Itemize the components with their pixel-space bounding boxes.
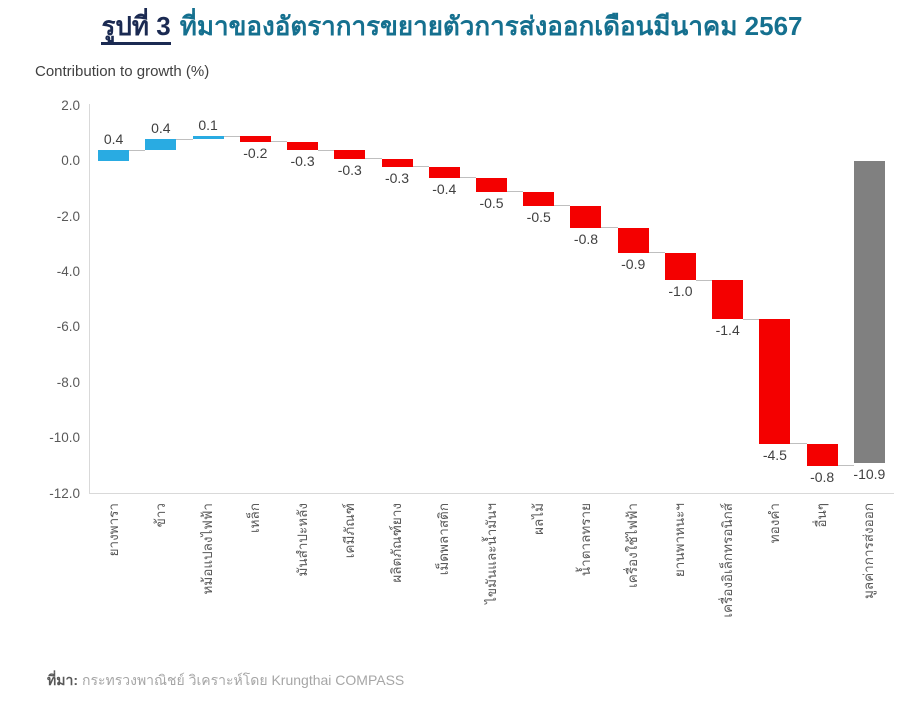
connector-line xyxy=(176,138,193,140)
bar-value-label: -0.5 xyxy=(526,208,551,225)
y-axis-tick-label: 0.0 xyxy=(61,153,80,169)
connector-line xyxy=(459,177,476,179)
x-axis-label: ผลิตภัณฑ์ยาง xyxy=(389,503,405,583)
y-axis-tick-label: -10.0 xyxy=(49,430,80,446)
x-axis-label: ยางพารา xyxy=(105,503,121,557)
connector-line xyxy=(648,252,665,254)
x-axis-label: เครื่องใช้ไฟฟ้า xyxy=(625,503,641,588)
x-axis-label: เม็ดพลาสติก xyxy=(436,503,452,576)
bar-15 xyxy=(759,319,791,444)
connector-line xyxy=(507,191,524,193)
bar-8 xyxy=(428,166,460,178)
bar-6 xyxy=(334,150,366,159)
figure-title: รูปที่ 3 ที่มาของอัตราการขยายตัวการส่งออก… xyxy=(0,6,904,47)
bar-4 xyxy=(239,136,271,142)
bar-value-label: -0.5 xyxy=(479,194,504,211)
y-axis-tick-label: -4.0 xyxy=(56,264,80,280)
bar-3 xyxy=(192,136,224,140)
bar-7 xyxy=(381,158,413,167)
bar-value-label: 0.1 xyxy=(198,117,218,134)
y-axis-tick-label: -8.0 xyxy=(56,374,80,390)
connector-line xyxy=(223,135,240,137)
y-axis-title: Contribution to growth (%) xyxy=(35,63,210,80)
figure-title-text: ที่มาของอัตราการขยายตัวการส่งออกเดือนมีน… xyxy=(179,11,803,41)
x-axis-label: ทองคำ xyxy=(766,503,782,544)
bar-12 xyxy=(617,227,649,253)
y-axis-tick-label: 2.0 xyxy=(61,98,80,113)
bar-value-label: -0.4 xyxy=(432,180,457,197)
x-axis-label: มันสำปะหลัง xyxy=(294,503,310,577)
x-axis-label: ข้าว xyxy=(152,503,168,528)
y-axis-tick-label: -2.0 xyxy=(56,208,80,224)
x-axis-label: ผลไม้ xyxy=(530,503,546,535)
y-axis-line xyxy=(89,104,90,494)
x-axis-label: น้ำตาลทราย xyxy=(577,503,593,577)
bar-value-label: -4.5 xyxy=(762,446,787,463)
bar-16 xyxy=(806,443,838,466)
bar-value-label: -10.9 xyxy=(853,466,886,483)
bar-value-label: -0.8 xyxy=(810,468,835,485)
x-axis-label: อื่นๆ xyxy=(814,503,830,528)
bar-value-label: -0.8 xyxy=(573,230,599,247)
connector-line xyxy=(743,318,760,320)
bar-14 xyxy=(712,280,744,320)
y-axis-tick-label: -6.0 xyxy=(56,319,80,335)
connector-line xyxy=(601,227,618,229)
y-axis-tick-label: -12.0 xyxy=(49,485,80,501)
x-axis-label: มูลค่าการส่งออก xyxy=(861,503,877,600)
bar-13 xyxy=(664,252,696,281)
bar-value-label: -0.3 xyxy=(384,169,410,186)
connector-line xyxy=(318,149,335,151)
bar-11 xyxy=(570,205,602,228)
connector-line xyxy=(695,279,713,281)
bar-17 xyxy=(853,161,885,464)
bar-9 xyxy=(476,177,507,192)
bar-value-label: -0.3 xyxy=(290,153,315,170)
x-axis-label: เคมีภัณฑ์ xyxy=(341,503,357,559)
waterfall-chart: 2.0 0.0 -2.0 -4.0 -6.0 -8.0 -10.0 -12.0 0.4 ยางพา… xyxy=(49,98,894,618)
bar-value-label: -0.3 xyxy=(337,161,362,178)
connector-line xyxy=(129,149,146,151)
connector-line xyxy=(270,141,288,143)
bar-value-label: 0.4 xyxy=(103,131,124,148)
x-axis-label: หม้อแปลงไฟฟ้า xyxy=(200,503,216,595)
bar-10 xyxy=(523,191,555,206)
source-label: ที่มา: xyxy=(47,672,78,688)
x-axis-label: ไขมันและน้ำมันฯ xyxy=(483,503,499,604)
bar-value-label: 0.4 xyxy=(151,120,171,137)
bar-2 xyxy=(145,139,177,151)
connector-line xyxy=(790,443,807,445)
bar-5 xyxy=(287,141,319,151)
source-note: ที่มา: กระทรวงพาณิชย์ วิเคราะห์โดย Krungt… xyxy=(47,670,404,692)
x-axis-label: ยานพาหนะฯ xyxy=(672,503,688,578)
connector-line xyxy=(365,158,382,160)
x-axis-label: เครื่องอิเล็กทรอนิกส์ xyxy=(719,503,735,618)
figure-number: รูปที่ 3 xyxy=(101,11,171,45)
bar-value-label: -0.9 xyxy=(621,255,646,272)
bar-value-label: -1.0 xyxy=(668,283,693,300)
x-axis-line xyxy=(89,493,894,494)
connector-line xyxy=(837,465,854,467)
connector-line xyxy=(554,205,571,207)
x-axis-label: เหล็ก xyxy=(247,503,263,533)
bar-value-label: -1.4 xyxy=(715,322,740,339)
bar-value-label: -0.2 xyxy=(243,144,268,161)
bar-1 xyxy=(98,150,130,162)
source-text: กระทรวงพาณิชย์ วิเคราะห์โดย Krungthai CO… xyxy=(81,672,405,688)
connector-line xyxy=(412,166,429,168)
